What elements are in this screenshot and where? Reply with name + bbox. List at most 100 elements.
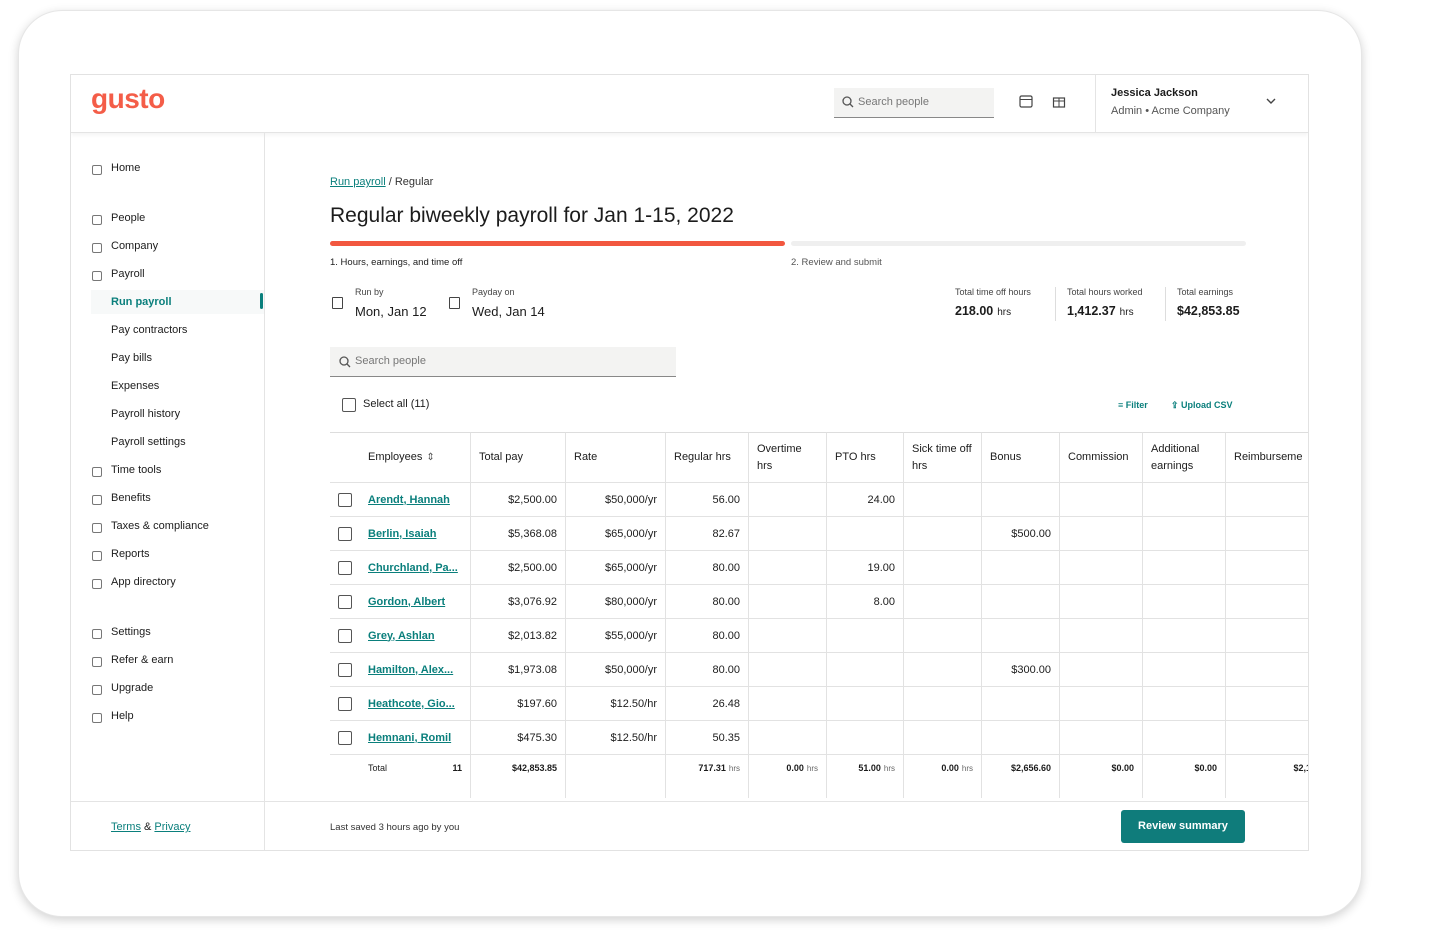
nav-item[interactable]: People bbox=[111, 212, 146, 224]
row-checkbox[interactable] bbox=[338, 629, 352, 643]
sort-icon[interactable]: ⇕ bbox=[426, 452, 435, 463]
upload-csv[interactable]: ⇪ Upload CSV bbox=[1171, 400, 1233, 410]
date-value: Mon, Jan 12 bbox=[355, 304, 427, 319]
employee-name[interactable]: Heathcote, Gio... bbox=[360, 687, 471, 721]
nav-icon bbox=[92, 657, 102, 667]
nav-item[interactable]: Taxes & compliance bbox=[111, 520, 209, 532]
nav-item[interactable]: Settings bbox=[111, 626, 151, 638]
table-cell bbox=[904, 687, 982, 721]
row-checkbox[interactable] bbox=[338, 697, 352, 711]
row-check-cell bbox=[330, 517, 360, 551]
table-cell bbox=[749, 721, 827, 755]
total-value: $42,853.85 bbox=[1177, 304, 1240, 318]
employee-name[interactable]: Churchland, Pa... bbox=[360, 551, 471, 585]
gift-icon[interactable] bbox=[1052, 94, 1066, 108]
date-icon bbox=[449, 297, 460, 309]
nav-subitem[interactable]: Payroll settings bbox=[111, 436, 186, 448]
column-header: Overtime hrs bbox=[749, 432, 827, 483]
logo[interactable]: gusto bbox=[91, 83, 165, 114]
table-cell: $50,000/yr bbox=[566, 483, 666, 517]
table-cell bbox=[1226, 483, 1308, 517]
employee-name[interactable]: Hemnani, Romil bbox=[360, 721, 471, 755]
breadcrumb-link[interactable]: Run payroll bbox=[330, 176, 386, 188]
table-cell bbox=[1143, 483, 1226, 517]
filter[interactable]: ≡ Filter bbox=[1118, 400, 1148, 410]
table-cell bbox=[1226, 653, 1308, 687]
table-cell bbox=[1060, 585, 1143, 619]
row-checkbox[interactable] bbox=[338, 595, 352, 609]
total-cell: 0.00 hrs bbox=[904, 755, 982, 798]
table-cell bbox=[827, 687, 904, 721]
total-label: Total earnings bbox=[1177, 287, 1234, 297]
table-cell bbox=[1226, 687, 1308, 721]
row-checkbox[interactable] bbox=[338, 663, 352, 677]
table-cell: $65,000/yr bbox=[566, 551, 666, 585]
table-cell bbox=[904, 721, 982, 755]
nav-item[interactable]: Help bbox=[111, 710, 134, 722]
total-value: 717.31 bbox=[698, 763, 726, 773]
table-cell bbox=[827, 721, 904, 755]
table-cell bbox=[982, 619, 1060, 653]
table-cell bbox=[1060, 687, 1143, 721]
row-check-cell bbox=[330, 585, 360, 619]
row-checkbox[interactable] bbox=[338, 561, 352, 575]
nav-item[interactable]: App directory bbox=[111, 576, 176, 588]
column-header[interactable]: Employees ⇕ bbox=[360, 432, 471, 483]
calendar-icon[interactable] bbox=[1019, 94, 1033, 108]
nav-active-bg bbox=[91, 290, 264, 314]
table-cell bbox=[1060, 653, 1143, 687]
total-cell: $0.00 bbox=[1143, 755, 1226, 798]
nav-subitem[interactable]: Pay contractors bbox=[111, 324, 188, 336]
total-unit: hrs bbox=[883, 764, 895, 773]
nav-subitem[interactable]: Payroll history bbox=[111, 408, 181, 420]
nav-item[interactable]: Time tools bbox=[111, 464, 162, 476]
table-cell bbox=[1226, 517, 1308, 551]
people-search[interactable]: Search people bbox=[330, 347, 676, 377]
table-cell bbox=[982, 721, 1060, 755]
row-checkbox[interactable] bbox=[338, 493, 352, 507]
nav-item[interactable]: Refer & earn bbox=[111, 654, 174, 666]
total-row-label: Total 11 bbox=[360, 755, 471, 798]
row-checkbox[interactable] bbox=[338, 527, 352, 541]
table-cell bbox=[749, 483, 827, 517]
nav-subitem[interactable]: Pay bills bbox=[111, 352, 152, 364]
nav-item[interactable]: Home bbox=[111, 162, 141, 174]
user-name: Jessica Jackson bbox=[1111, 87, 1198, 99]
chevron[interactable] bbox=[1265, 97, 1277, 107]
total-value: 1,412.37 hrs bbox=[1067, 304, 1134, 318]
employee-name[interactable]: Berlin, Isaiah bbox=[360, 517, 471, 551]
table-cell bbox=[904, 551, 982, 585]
total-value: 0.00 bbox=[786, 763, 804, 773]
nav-subitem[interactable]: Run payroll bbox=[111, 296, 172, 308]
table-cell: 50.35 bbox=[666, 721, 749, 755]
nav-item[interactable]: Company bbox=[111, 240, 159, 252]
table-cell: $12.50/hr bbox=[566, 687, 666, 721]
nav-item[interactable]: Benefits bbox=[111, 492, 151, 504]
nav-item[interactable]: Upgrade bbox=[111, 682, 154, 694]
total-divider bbox=[1165, 287, 1166, 321]
breadcrumb-current: / Regular bbox=[388, 176, 434, 188]
nav-item[interactable]: Reports bbox=[111, 548, 150, 560]
employee-name[interactable]: Arendt, Hannah bbox=[360, 483, 471, 517]
row-check-cell bbox=[330, 687, 360, 721]
employee-name[interactable]: Gordon, Albert bbox=[360, 585, 471, 619]
search-icon bbox=[842, 96, 854, 108]
upload-label: Upload CSV bbox=[1181, 400, 1233, 410]
select-all-checkbox[interactable] bbox=[342, 398, 356, 412]
employee-name[interactable]: Grey, Ashlan bbox=[360, 619, 471, 653]
nav-item[interactable]: Payroll bbox=[111, 268, 145, 280]
nav-icon bbox=[92, 523, 102, 533]
total-cell: 717.31 hrs bbox=[666, 755, 749, 798]
employee-name[interactable]: Hamilton, Alex... bbox=[360, 653, 471, 687]
nav-subitem[interactable]: Expenses bbox=[111, 380, 160, 392]
row-checkbox[interactable] bbox=[338, 731, 352, 745]
table-cell: $197.60 bbox=[471, 687, 566, 721]
header-search[interactable]: Search people bbox=[834, 88, 994, 118]
privacy-link[interactable]: Privacy bbox=[154, 821, 191, 833]
total-value: $0.00 bbox=[1111, 763, 1134, 773]
search-icon bbox=[339, 356, 351, 368]
table-cell bbox=[1226, 551, 1308, 585]
terms-link[interactable]: Terms bbox=[111, 821, 141, 833]
table-cell: $475.30 bbox=[471, 721, 566, 755]
review-button[interactable]: Review summary bbox=[1121, 810, 1245, 843]
